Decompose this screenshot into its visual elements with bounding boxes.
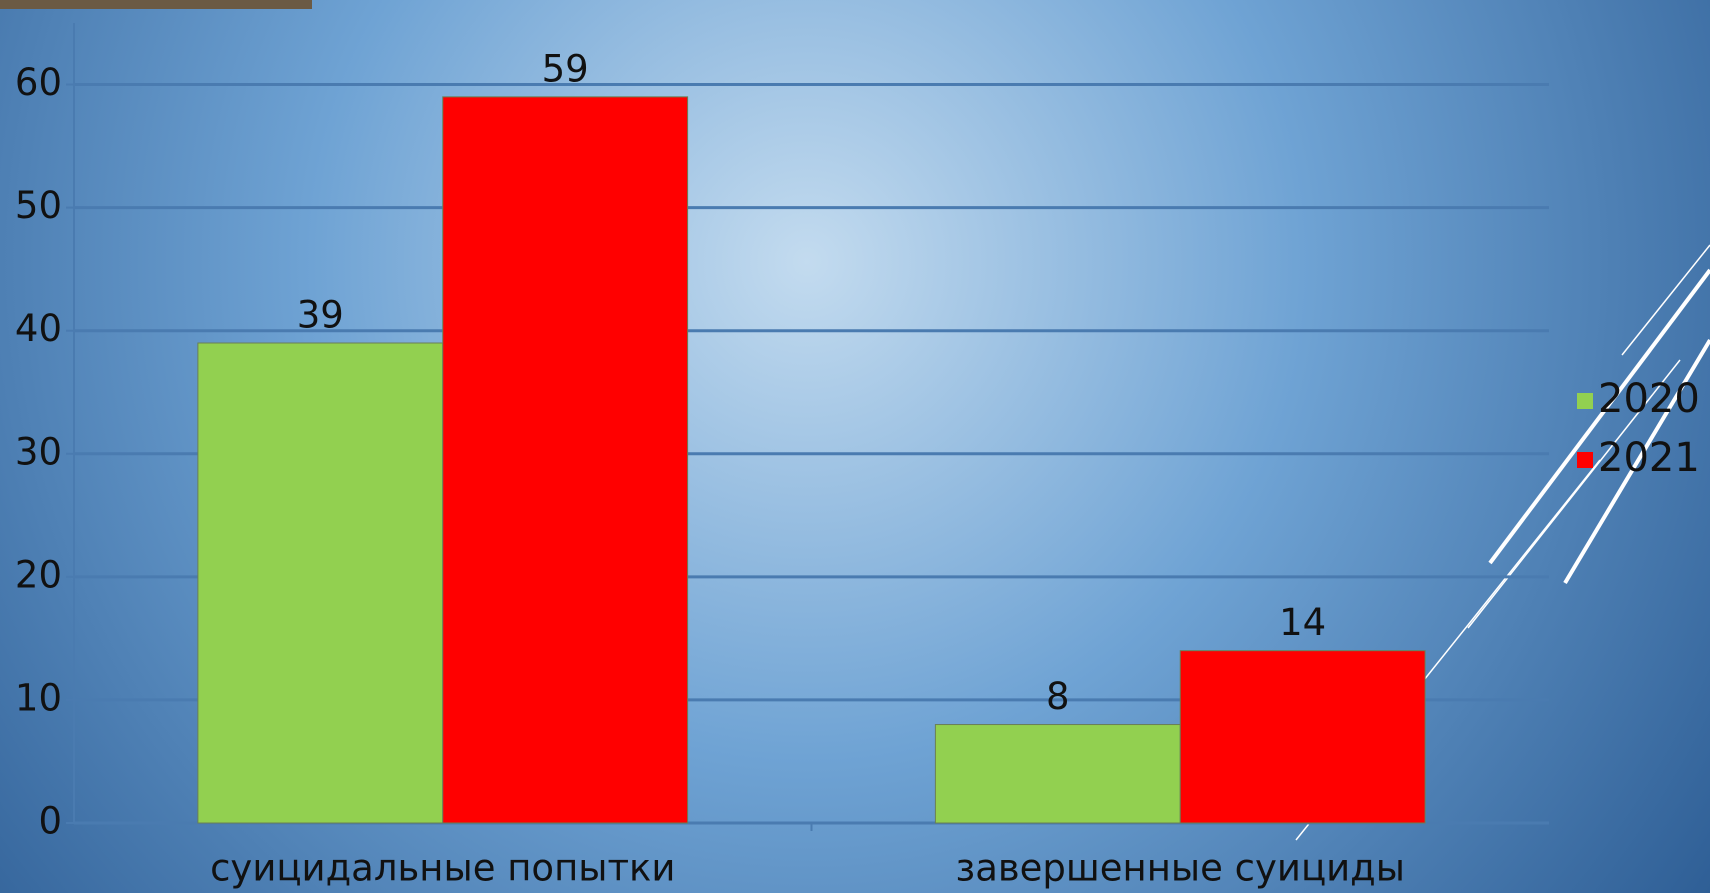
- chart: 0 10 20 30 40 50 60 суицидальные попытки 39 59 зав…: [0, 0, 1710, 893]
- corner-image: [0, 0, 312, 9]
- legend-swatch: [1577, 452, 1593, 468]
- data-label: 59: [542, 47, 589, 90]
- legend-label: 2021: [1598, 435, 1700, 481]
- y-tick-label: 20: [15, 553, 62, 596]
- y-tick-label: 30: [15, 430, 62, 473]
- x-tick-label: завершенные суициды: [956, 847, 1405, 890]
- bar: [935, 725, 1180, 823]
- y-tick-label: 40: [15, 307, 62, 350]
- y-tick-label: 60: [15, 61, 62, 104]
- y-tick-label: 0: [38, 800, 62, 843]
- legend-swatch: [1577, 393, 1593, 409]
- data-label: 14: [1279, 601, 1326, 644]
- bar: [1180, 651, 1425, 823]
- y-tick-label: 50: [15, 184, 62, 227]
- page: 0 10 20 30 40 50 60 суицидальные попытки 39 59 зав…: [0, 0, 1710, 893]
- y-tick-label: 10: [15, 676, 62, 719]
- bar: [443, 97, 688, 823]
- x-tick-label: суицидальные попытки: [210, 847, 675, 890]
- data-label: 8: [1046, 675, 1070, 718]
- bar: [198, 343, 443, 823]
- data-label: 39: [297, 294, 344, 337]
- legend-label: 2020: [1598, 376, 1700, 422]
